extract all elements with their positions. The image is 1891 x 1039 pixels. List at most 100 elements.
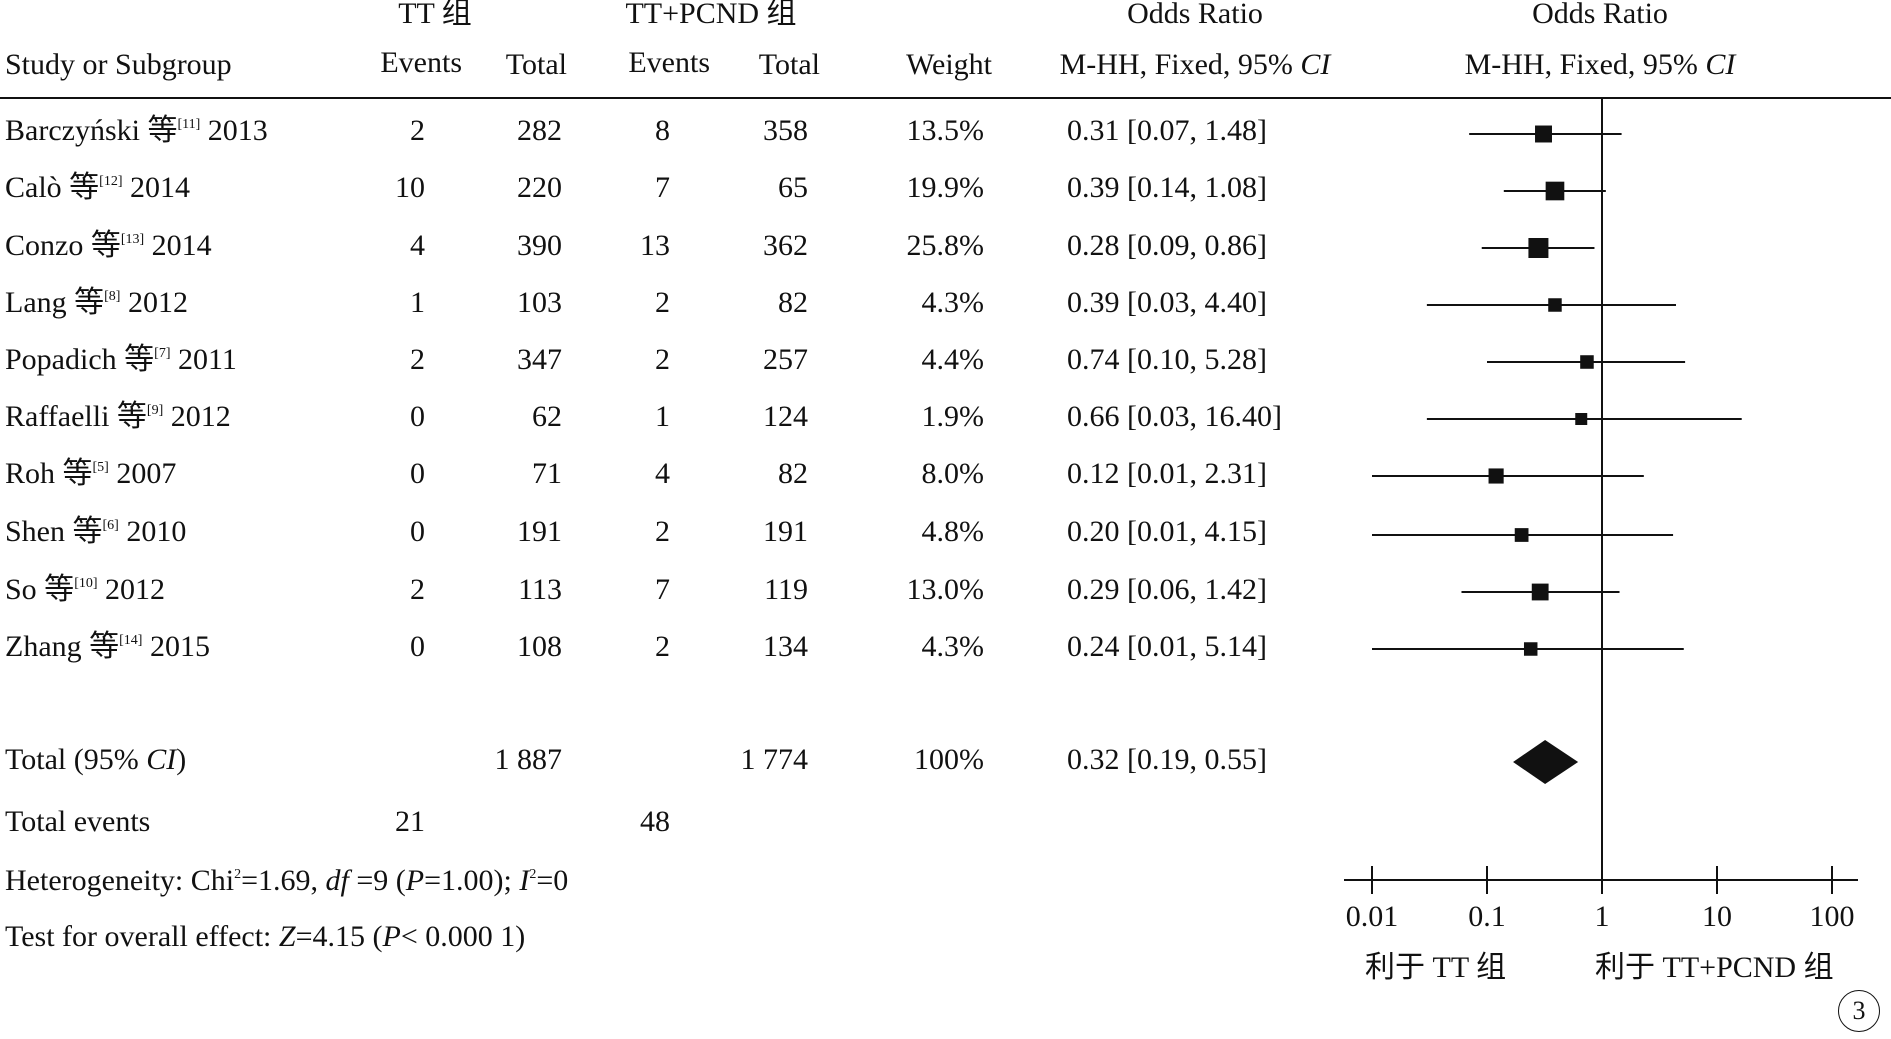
plot-title: Odds Ratio [1532, 0, 1668, 30]
study-e2: 2 [655, 286, 670, 319]
figure-number: 3 [1838, 990, 1880, 1032]
study-or-text: 0.24 [0.01, 5.14] [1067, 630, 1267, 663]
favors-left-label: 利于 TT 组 [1365, 951, 1507, 984]
x-tick-label: 1 [1595, 900, 1610, 933]
study-ref: [8] [104, 289, 121, 304]
study-e2: 7 [655, 171, 670, 204]
study-weight: 4.3% [921, 630, 985, 663]
events2-header: Events [628, 46, 710, 79]
or-column-method: M-HH, Fixed, 95% CI [1059, 48, 1331, 81]
study-name-text: Roh 等 [5, 457, 93, 490]
study-name-text: Raffaelli 等 [5, 400, 147, 433]
study-e2: 2 [655, 630, 670, 663]
point-estimate [1580, 355, 1594, 369]
point-estimate [1545, 181, 1565, 201]
study-year: 2012 [105, 573, 166, 606]
weight-header: Weight [906, 48, 992, 81]
study-name-text: Barczyński 等 [5, 114, 178, 147]
x-tick-label: 0.01 [1346, 900, 1399, 933]
study-t1: 390 [517, 229, 562, 262]
study-t2: 191 [763, 515, 808, 548]
total-events-label: Total events [5, 805, 151, 838]
study-ref: [13] [120, 232, 145, 247]
study-weight: 13.5% [906, 114, 985, 147]
study-name-text: So 等 [5, 573, 75, 606]
point-estimate [1514, 528, 1529, 542]
study-or-text: 0.39 [0.14, 1.08] [1067, 171, 1267, 204]
study-weight: 4.3% [921, 286, 985, 319]
study-ref: [10] [74, 576, 98, 591]
study-t2: 134 [763, 630, 808, 663]
study-weight: 25.8% [906, 229, 985, 262]
study-year: 2007 [116, 457, 177, 490]
study-weight: 4.4% [921, 343, 985, 376]
study-year: 2014 [130, 171, 190, 204]
study-t2: 65 [778, 171, 808, 204]
study-ref: [11] [177, 117, 201, 132]
study-year: 2013 [207, 114, 268, 147]
study-or-text: 0.74 [0.10, 5.28] [1067, 343, 1267, 376]
study-e1: 0 [410, 400, 425, 433]
summary-diamond [1513, 740, 1579, 784]
study-t1: 71 [532, 457, 562, 490]
study-weight: 1.9% [921, 400, 985, 433]
group1-header: TT 组 [398, 0, 472, 30]
study-name: Raffaelli 等[9] 2012 [5, 399, 231, 435]
study-name: Roh 等[5] 2007 [5, 456, 176, 492]
study-ref: [6] [102, 518, 119, 533]
study-e1: 2 [410, 114, 425, 147]
total1-header: Total [505, 48, 567, 81]
study-e1: 4 [410, 229, 425, 262]
study-t1: 282 [517, 114, 562, 147]
study-e1: 0 [410, 630, 425, 663]
study-e1: 1 [410, 286, 425, 319]
favors-right-label: 利于 TT+PCND 组 [1595, 951, 1834, 984]
total-or: 0.32 [0.19, 0.55] [1067, 743, 1267, 776]
study-e2: 13 [640, 229, 670, 262]
group2-header: TT+PCND 组 [625, 0, 797, 30]
study-weight: 4.8% [921, 515, 985, 548]
point-estimate [1528, 238, 1549, 258]
study-name-text: Zhang 等 [5, 630, 120, 663]
study-name: Calò 等[12] 2014 [5, 170, 190, 206]
study-t1: 103 [517, 286, 562, 319]
study-e1: 2 [410, 343, 425, 376]
study-t2: 119 [764, 573, 808, 606]
study-e1: 0 [410, 457, 425, 490]
study-weight: 13.0% [906, 573, 985, 606]
total-label: Total (95% CI) [5, 743, 187, 776]
total2-header: Total [758, 48, 820, 81]
study-name-text: Lang 等 [5, 286, 105, 319]
study-t2: 124 [763, 400, 808, 433]
study-e1: 10 [395, 171, 425, 204]
study-weight: 19.9% [906, 171, 985, 204]
study-t2: 82 [778, 457, 808, 490]
study-t2: 82 [778, 286, 808, 319]
study-e2: 8 [655, 114, 670, 147]
x-tick-label: 10 [1702, 900, 1732, 933]
point-estimate [1523, 642, 1538, 656]
study-t1: 62 [532, 400, 562, 433]
point-estimate [1548, 298, 1562, 312]
study-name: Barczyński 等[11] 2013 [5, 113, 268, 149]
study-e2: 2 [655, 343, 670, 376]
point-estimate [1535, 125, 1552, 143]
study-name-text: Calò 等 [5, 171, 100, 204]
point-estimate [1531, 583, 1549, 601]
total-t1: 1 887 [494, 743, 563, 776]
total-events-e2: 48 [640, 805, 670, 838]
study-ref: [9] [146, 403, 164, 418]
study-name: Conzo 等[13] 2014 [5, 228, 212, 264]
study-name-text: Shen 等 [5, 515, 103, 548]
point-estimate [1575, 413, 1588, 425]
study-t2: 358 [763, 114, 808, 147]
study-t1: 220 [517, 171, 562, 204]
x-tick-label: 0.1 [1468, 900, 1506, 933]
study-t2: 362 [763, 229, 808, 262]
study-e2: 2 [655, 515, 670, 548]
study-t1: 347 [517, 343, 562, 376]
study-name: So 等[10] 2012 [5, 572, 165, 608]
point-estimate [1488, 468, 1504, 484]
study-e2: 4 [655, 457, 670, 490]
header-rule [0, 97, 1891, 99]
